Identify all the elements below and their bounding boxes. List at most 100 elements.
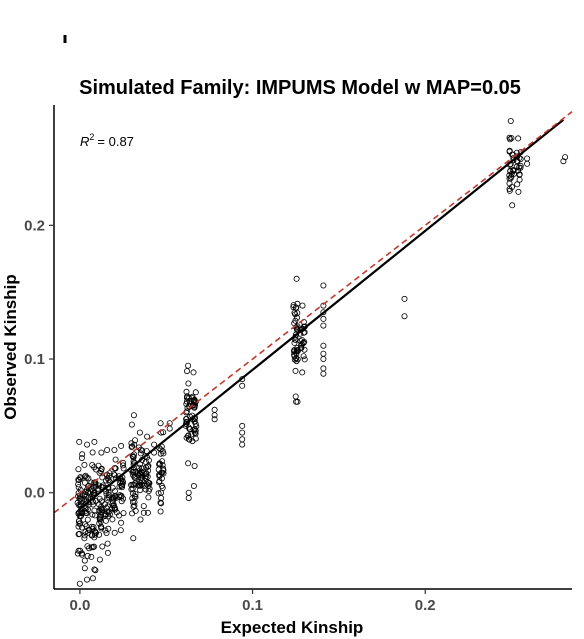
data-point [76,580,83,587]
data-point [76,509,83,516]
data-point [183,368,190,375]
data-point [130,453,137,460]
data-point [90,524,97,531]
data-point [184,419,191,426]
data-point [507,118,514,125]
data-point [81,473,88,480]
data-point [185,495,192,502]
data-point [506,134,513,141]
data-point [91,528,98,535]
data-point [105,491,112,498]
data-point [293,348,300,355]
data-point [130,535,137,542]
data-point [109,498,116,505]
data-point [109,516,116,523]
data-point [85,494,92,501]
data-point [320,315,327,322]
points-layer [74,118,569,587]
data-point [91,543,98,550]
data-point [120,459,127,466]
data-point [99,482,106,489]
data-point [320,282,327,289]
data-point [507,175,514,182]
data-point [191,427,198,434]
data-point [75,466,82,473]
data-point [156,479,163,486]
data-point [89,449,96,456]
data-point [84,576,91,583]
data-point [90,501,97,508]
data-point [119,480,126,487]
data-point [509,202,516,209]
data-point [157,499,164,506]
data-point [96,520,103,527]
data-point [292,355,299,362]
data-point [166,420,173,427]
data-point [516,171,523,178]
data-point [128,421,135,428]
data-point [320,322,327,329]
data-point [82,521,89,528]
data-point [144,509,151,516]
data-point [78,454,85,461]
data-point [84,552,91,559]
data-point [320,342,327,349]
data-point [300,339,307,346]
r2-value: = 0.87 [97,134,134,149]
data-point [515,188,522,195]
data-point [507,167,514,174]
r2-symbol: R [80,134,89,149]
data-point [132,494,139,501]
r2-superscript: 2 [89,132,94,142]
data-point [294,300,301,307]
data-point [188,431,195,438]
data-point [300,329,307,336]
data-point [560,158,567,165]
data-point [294,398,301,405]
data-point [140,509,147,516]
data-point [144,433,151,440]
data-point [75,484,82,491]
data-point [82,472,89,479]
data-point [293,358,300,365]
data-point [186,436,193,443]
data-point [104,549,111,556]
data-point [129,469,136,476]
y-axis-title: Observed Kinship [1,274,20,419]
data-point [98,524,105,531]
data-point [192,389,199,396]
data-point [130,468,137,475]
data-point [91,479,98,486]
data-point [290,304,297,311]
data-point [118,442,125,449]
data-point [92,531,99,538]
data-point [79,550,86,557]
data-point [130,412,137,419]
data-point [145,462,152,469]
data-point [135,444,142,451]
data-point [110,501,117,508]
data-point [88,532,95,539]
r-squared-annotation: R2 = 0.87 [80,132,134,149]
data-point [562,154,569,161]
data-point [106,511,113,518]
data-point [510,167,517,174]
data-point [297,338,304,345]
data-point [84,543,91,550]
data-point [95,482,102,489]
data-point [191,400,198,407]
data-point [96,531,103,538]
data-point [104,494,111,501]
data-point [145,479,152,486]
data-point [78,513,85,520]
data-point [193,423,200,430]
data-point [112,465,119,472]
data-point [129,443,136,450]
data-point [128,443,135,450]
data-point [401,295,408,302]
data-point [119,477,126,484]
data-point [185,380,192,387]
data-point [91,438,98,445]
data-point [84,516,91,523]
data-point [117,527,124,534]
